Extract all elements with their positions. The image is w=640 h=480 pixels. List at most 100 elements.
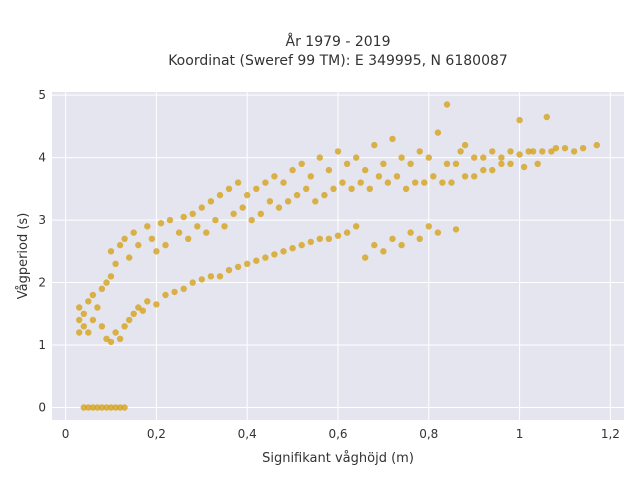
data-point [316, 154, 323, 161]
data-point [203, 229, 210, 236]
data-point [112, 329, 119, 336]
data-point [275, 204, 283, 211]
data-point [85, 329, 92, 336]
data-point [107, 404, 115, 411]
data-point [89, 291, 97, 299]
data-point [357, 179, 364, 186]
data-point [407, 229, 414, 236]
data-point [225, 266, 233, 274]
data-point [80, 323, 88, 330]
data-point [330, 185, 337, 192]
data-point [303, 185, 310, 192]
data-point [284, 198, 292, 205]
data-point [389, 135, 396, 143]
data-point [425, 154, 432, 161]
x-axis-title: Signifikant våghöjd (m) [262, 451, 414, 466]
data-point [116, 241, 124, 249]
data-point [384, 179, 392, 186]
data-point [153, 248, 160, 255]
data-point [225, 185, 233, 192]
data-point [389, 235, 396, 242]
data-point [316, 235, 323, 242]
data-point [98, 285, 106, 292]
data-point [80, 404, 88, 411]
data-point [353, 154, 360, 161]
data-point [216, 191, 224, 199]
data-point [516, 151, 523, 158]
data-point [366, 185, 373, 192]
data-point [498, 154, 505, 161]
data-point [471, 154, 478, 161]
x-tick-label: 1,2 [601, 427, 620, 441]
y-tick-label: 2 [38, 276, 46, 290]
x-tick-label: 0,2 [147, 427, 166, 441]
data-point [280, 248, 287, 255]
y-tick-label: 3 [38, 213, 46, 227]
data-point [452, 160, 460, 167]
data-point [257, 210, 264, 217]
data-point [480, 154, 487, 161]
data-point [135, 241, 142, 249]
data-point [216, 273, 224, 280]
data-point [121, 235, 128, 242]
data-point [398, 154, 405, 161]
data-point [85, 298, 92, 305]
data-point [416, 148, 423, 155]
data-point [76, 316, 83, 324]
data-point [107, 338, 115, 346]
data-point [593, 141, 600, 149]
data-point [448, 179, 455, 186]
data-point [461, 141, 469, 149]
data-point [307, 238, 314, 246]
data-point [248, 216, 255, 224]
data-point [552, 145, 560, 152]
x-tick-label: 0 [62, 427, 70, 441]
data-point [244, 260, 251, 267]
data-point [539, 148, 546, 155]
y-tick-label: 5 [38, 88, 46, 102]
data-point [207, 198, 215, 205]
data-point [126, 316, 133, 324]
data-point [80, 310, 88, 317]
data-point [253, 185, 260, 192]
x-tick-label: 0,4 [238, 427, 257, 441]
data-point [107, 273, 115, 280]
data-point [230, 210, 237, 217]
data-point [561, 145, 569, 152]
x-tick-label: 1 [516, 427, 524, 441]
data-point [334, 232, 342, 239]
data-point [166, 216, 174, 224]
data-point [439, 179, 446, 186]
data-point [530, 148, 537, 155]
data-point [130, 229, 137, 236]
data-point [407, 160, 414, 167]
data-point [135, 304, 142, 311]
data-point [98, 404, 106, 411]
data-point [443, 101, 451, 108]
data-point [271, 251, 278, 258]
data-point [393, 173, 401, 180]
data-point [348, 185, 355, 192]
data-point [107, 248, 115, 255]
data-point [198, 276, 205, 283]
data-point [212, 216, 219, 224]
data-point [94, 404, 101, 411]
data-point [271, 173, 278, 180]
data-point [480, 166, 487, 174]
data-point [402, 185, 410, 192]
data-point [507, 148, 514, 155]
data-point [157, 220, 165, 227]
data-point [253, 257, 260, 264]
data-point [234, 179, 242, 186]
data-point [362, 166, 369, 174]
data-point [443, 160, 451, 167]
data-point [116, 404, 124, 411]
data-point [421, 179, 428, 186]
data-point [489, 148, 496, 155]
data-point [298, 241, 305, 249]
data-point [434, 229, 442, 236]
data-point [298, 160, 305, 167]
data-point [162, 241, 169, 249]
data-point [103, 404, 110, 411]
data-point [293, 191, 301, 199]
